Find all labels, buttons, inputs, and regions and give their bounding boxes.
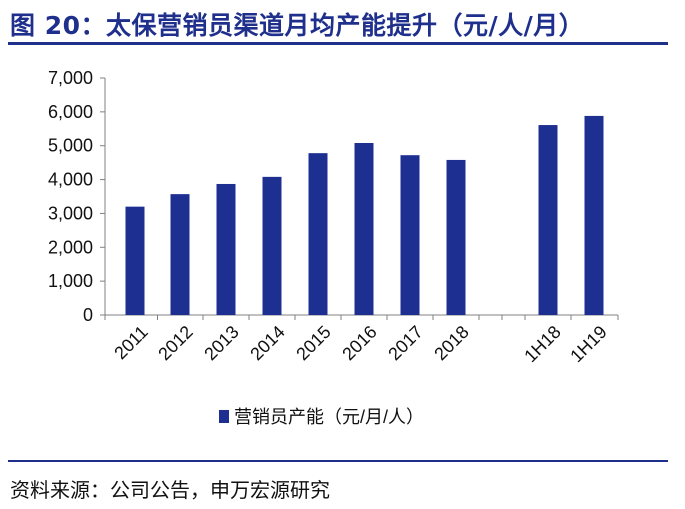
x-tick-label: 2013 bbox=[200, 322, 242, 364]
bar bbox=[125, 206, 145, 315]
x-tick-label: 2011 bbox=[110, 322, 152, 364]
bar bbox=[446, 159, 466, 315]
x-tick-label: 2017 bbox=[384, 322, 426, 364]
bar bbox=[170, 194, 190, 315]
x-tick-label: 1H18 bbox=[520, 322, 565, 367]
bar bbox=[308, 153, 328, 315]
y-tick-label: 7,000 bbox=[48, 68, 93, 88]
bar bbox=[216, 183, 236, 315]
y-tick-label: 6,000 bbox=[48, 102, 93, 122]
bar bbox=[538, 125, 558, 315]
y-tick-label: 4,000 bbox=[48, 170, 93, 190]
chart-title: 图 20：太保营销员渠道月均产能提升（元/人/月） bbox=[10, 11, 585, 40]
source-rule bbox=[8, 460, 668, 462]
x-tick-label: 2015 bbox=[292, 322, 334, 364]
y-tick-label: 3,000 bbox=[48, 203, 93, 223]
x-tick-label: 2014 bbox=[246, 322, 288, 364]
x-tick-label: 2012 bbox=[154, 322, 196, 364]
y-tick-label: 5,000 bbox=[48, 136, 93, 156]
bar bbox=[262, 176, 282, 315]
bar bbox=[354, 143, 374, 315]
legend-label: 营销员产能（元/月/人） bbox=[234, 407, 424, 427]
source-note: 资料来源：公司公告，申万宏源研究 bbox=[10, 478, 330, 502]
x-tick-label: 1H19 bbox=[566, 322, 611, 367]
x-tick-label: 2016 bbox=[338, 322, 380, 364]
legend-swatch bbox=[219, 410, 229, 423]
y-tick-label: 1,000 bbox=[48, 271, 93, 291]
title-rule bbox=[8, 42, 668, 45]
bar bbox=[584, 115, 604, 315]
y-tick-label: 2,000 bbox=[48, 237, 93, 257]
x-tick-label: 2018 bbox=[430, 322, 472, 364]
y-tick-label: 0 bbox=[83, 305, 93, 325]
bar bbox=[400, 155, 420, 315]
